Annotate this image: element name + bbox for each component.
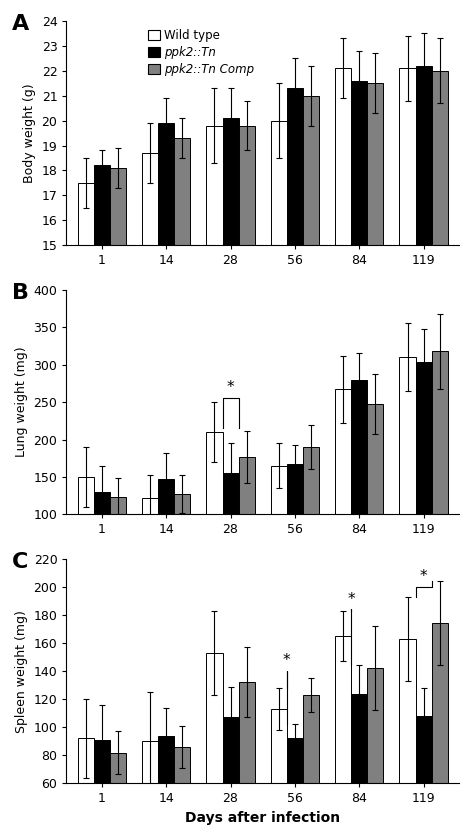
Bar: [351, 380, 367, 589]
Bar: [335, 68, 351, 620]
Bar: [142, 153, 158, 620]
Bar: [287, 88, 303, 620]
Bar: [222, 717, 238, 840]
Bar: [335, 636, 351, 840]
Bar: [94, 740, 110, 840]
Bar: [271, 465, 287, 589]
Bar: [174, 138, 191, 620]
Bar: [222, 473, 238, 589]
Bar: [351, 81, 367, 620]
Bar: [432, 623, 448, 840]
Bar: [78, 738, 94, 840]
Bar: [367, 403, 383, 589]
Legend: Wild type, ppk2::Tn, ppk2::Tn Comp: Wild type, ppk2::Tn, ppk2::Tn Comp: [143, 24, 259, 81]
Text: C: C: [11, 552, 28, 572]
Bar: [238, 457, 255, 589]
Bar: [400, 68, 416, 620]
Bar: [174, 494, 191, 589]
Bar: [110, 168, 126, 620]
X-axis label: Days after infection: Days after infection: [185, 811, 340, 825]
Bar: [303, 695, 319, 840]
Bar: [271, 121, 287, 620]
Bar: [335, 389, 351, 589]
Bar: [78, 183, 94, 620]
Bar: [110, 497, 126, 589]
Bar: [110, 753, 126, 840]
Bar: [416, 716, 432, 840]
Bar: [206, 432, 222, 589]
Bar: [222, 118, 238, 620]
Bar: [78, 477, 94, 589]
Bar: [142, 498, 158, 589]
Bar: [174, 747, 191, 840]
Bar: [94, 165, 110, 620]
Text: *: *: [283, 654, 291, 669]
Y-axis label: Spleen weight (mg): Spleen weight (mg): [15, 610, 28, 732]
Bar: [400, 638, 416, 840]
Bar: [142, 741, 158, 840]
Text: *: *: [420, 569, 428, 584]
Bar: [206, 125, 222, 620]
Bar: [287, 738, 303, 840]
Bar: [351, 694, 367, 840]
Bar: [303, 447, 319, 589]
Bar: [238, 682, 255, 840]
Bar: [367, 669, 383, 840]
Text: *: *: [347, 591, 355, 606]
Bar: [158, 123, 174, 620]
Text: *: *: [227, 381, 234, 396]
Bar: [367, 83, 383, 620]
Bar: [416, 66, 432, 620]
Bar: [158, 736, 174, 840]
Y-axis label: Lung weight (mg): Lung weight (mg): [15, 347, 28, 457]
Text: B: B: [11, 283, 28, 303]
Bar: [303, 96, 319, 620]
Bar: [432, 351, 448, 589]
Bar: [416, 362, 432, 589]
Y-axis label: Body weight (g): Body weight (g): [23, 83, 36, 183]
Bar: [271, 709, 287, 840]
Bar: [158, 479, 174, 589]
Text: A: A: [11, 14, 29, 34]
Bar: [94, 492, 110, 589]
Bar: [287, 465, 303, 589]
Bar: [400, 357, 416, 589]
Bar: [432, 71, 448, 620]
Bar: [238, 125, 255, 620]
Bar: [206, 653, 222, 840]
